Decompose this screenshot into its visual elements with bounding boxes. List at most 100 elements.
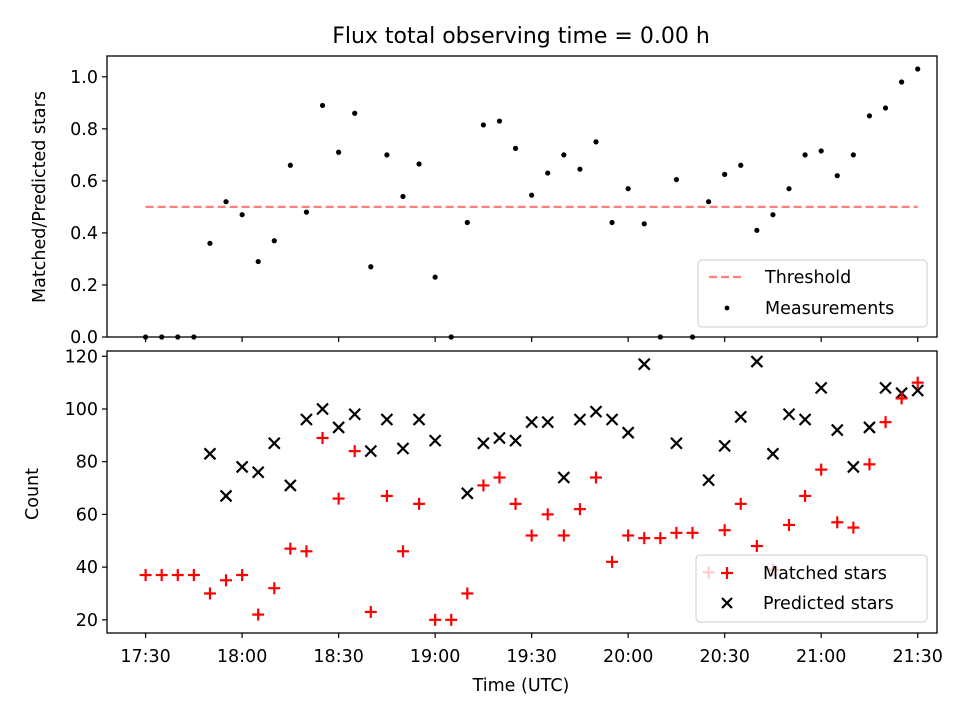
top-y-tick-label: 0.2: [70, 276, 98, 296]
bottom-x-tick-label: 18:30: [313, 647, 363, 667]
bottom-x-tick-label: 17:30: [120, 647, 170, 667]
matched-stars-point: [332, 492, 345, 505]
measurement-point: [239, 212, 245, 218]
measurement-point: [287, 162, 293, 168]
bottom-legend-box: [695, 554, 928, 623]
matched-stars-point: [670, 526, 683, 539]
measurement-point: [432, 274, 438, 280]
matched-stars-point: [252, 608, 265, 621]
predicted-stars-point: [348, 407, 361, 421]
top-plot-series: [143, 66, 921, 340]
bottom-y-tick-label: 80: [76, 453, 98, 473]
matched-stars-point: [863, 458, 876, 471]
top-plot-frame: [106, 55, 938, 338]
predicted-stars-point: [670, 436, 683, 450]
predicted-stars-point: [477, 436, 490, 450]
matched-stars-point: [284, 542, 297, 555]
matched-stars-point: [155, 569, 168, 582]
bottom-x-tick-label: 20:30: [699, 647, 749, 667]
matched-stars-point: [525, 529, 538, 542]
top-y-tick-label: 0.4: [70, 224, 98, 244]
legend-measurements-label: Measurements: [765, 299, 894, 319]
matched-stars-point: [380, 489, 393, 502]
matched-stars-point: [477, 479, 490, 492]
matched-stars-point: [203, 587, 216, 600]
predicted-stars-point: [718, 439, 731, 453]
top-chart-title: Flux total observing time = 0.00 h: [332, 24, 710, 49]
measurement-point: [641, 221, 647, 227]
measurement-point: [529, 192, 535, 198]
top-y-axis-label: Matched/Predicted stars: [30, 91, 50, 303]
matched-stars-point: [799, 489, 812, 502]
matched-stars-point: [589, 471, 602, 484]
predicted-stars-point: [605, 413, 619, 426]
matched-stars-point: [879, 416, 892, 429]
matched-stars-point: [220, 574, 233, 587]
matched-stars-point: [911, 376, 924, 389]
measurement-point: [512, 145, 519, 151]
predicted-stars-point: [589, 405, 603, 418]
top-y-ticks: 0.0 0.2 0.4 0.6 0.8 1.0: [70, 68, 107, 348]
measurement-point: [303, 209, 310, 215]
legend-threshold-label: Threshold: [764, 268, 851, 288]
matched-stars-point: [734, 497, 747, 510]
matched-stars-point: [348, 445, 361, 458]
matched-stars-point: [750, 540, 763, 553]
measurement-point: [673, 176, 680, 183]
predicted-stars-point: [637, 357, 651, 371]
measurement-point: [384, 152, 390, 158]
bottom-x-tick-label: 19:30: [506, 647, 556, 667]
legend-predicted-swatch: [721, 597, 733, 609]
predicted-stars-point: [412, 413, 426, 426]
measurement-point: [770, 212, 776, 218]
predicted-stars-point: [766, 447, 780, 461]
measurement-point: [561, 152, 567, 158]
matched-stars-point: [268, 582, 281, 595]
measurement-point: [915, 66, 921, 72]
bottom-x-ticks: 17:30 18:00 18:30 19:00 19:30 20:00 20:30 21:00…: [120, 633, 943, 667]
measurement-point: [850, 152, 856, 158]
measurement-point: [223, 199, 229, 205]
bottom-x-axis-label: Time (UTC): [472, 676, 570, 696]
bottom-y-ticks: 20 40 60 80 100 120: [65, 347, 107, 631]
bottom-y-tick-label: 100: [65, 400, 98, 420]
top-x-ticks: [145, 337, 919, 342]
matched-stars-point: [622, 529, 635, 542]
measurement-point: [480, 122, 486, 128]
predicted-stars-point: [879, 381, 892, 395]
matched-stars-point: [783, 518, 796, 531]
predicted-stars-point: [509, 434, 522, 447]
predicted-stars-point: [396, 442, 410, 455]
predicted-stars-point: [316, 402, 329, 416]
predicted-stars-point: [235, 460, 249, 474]
measurement-point: [400, 193, 406, 200]
bottom-plot-frame: [106, 350, 938, 634]
matched-stars-point: [413, 497, 426, 510]
measurement-point: [866, 113, 873, 119]
measurement-point: [255, 258, 261, 265]
bottom-x-tick-label: 20:00: [603, 647, 653, 667]
matched-stars-point: [493, 471, 506, 484]
matched-stars-point: [718, 524, 731, 537]
legend-matched-swatch: [721, 567, 733, 579]
predicted-stars-point: [573, 413, 587, 426]
predicted-stars-point: [284, 479, 297, 492]
top-y-tick-label: 0.6: [70, 172, 98, 192]
bottom-y-tick-label: 60: [76, 505, 98, 525]
top-y-tick-label: 0.0: [70, 328, 98, 348]
measurement-point: [496, 118, 503, 124]
measurement-point: [319, 102, 326, 109]
predicted-stars-point: [702, 473, 715, 487]
predicted-stars-point: [814, 381, 828, 395]
predicted-stars-point: [428, 434, 442, 447]
measurement-point: [802, 152, 808, 158]
matched-stars-point: [509, 497, 522, 510]
measurement-point: [609, 219, 615, 226]
top-legend: Threshold Measurements: [697, 259, 928, 328]
matched-stars-point: [686, 526, 699, 539]
matched-stars-point: [606, 555, 619, 568]
bottom-x-tick-label: 21:00: [796, 647, 846, 667]
matched-stars-point: [557, 529, 570, 542]
predicted-stars-point: [251, 465, 265, 479]
